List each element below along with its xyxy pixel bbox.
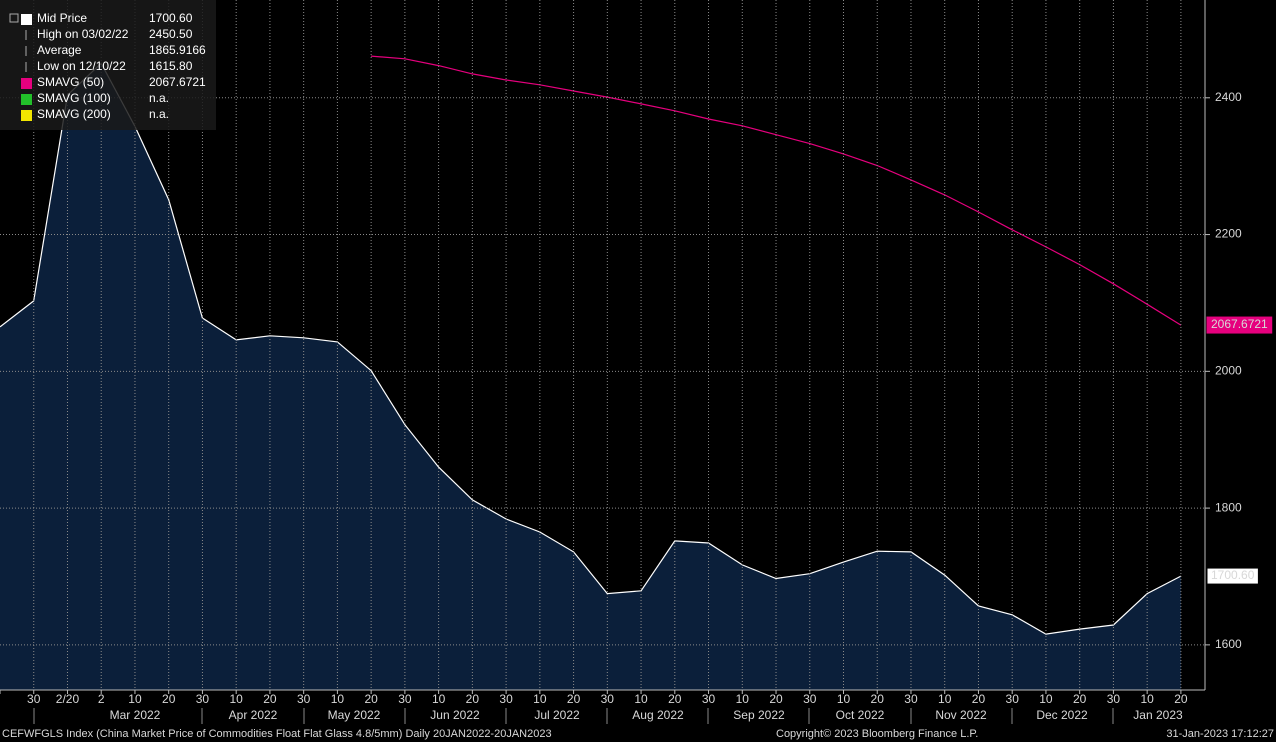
y-tick-label: 1800 [1215,500,1242,514]
legend-label: High on 03/02/22 [37,27,129,41]
month-label: Aug 2022 [632,708,684,722]
x-tick-label: 20 [769,692,783,706]
x-tick-label: 20 [364,692,378,706]
price-line [0,62,1182,635]
footer-source: CEFWFGLS Index (China Market Price of Co… [2,728,552,740]
x-tick-label: 30 [601,692,615,706]
x-tick-label: 10 [736,692,750,706]
x-tick-label: 10 [128,692,142,706]
x-tick-label: 2 [98,692,105,706]
x-tick-label: 10 [331,692,345,706]
x-tick-label: 10 [533,692,547,706]
month-label: May 2022 [328,708,381,722]
x-tick-label: 2/20 [56,692,80,706]
x-tick-label: 20 [1073,692,1087,706]
x-tick-label: 20 [162,692,176,706]
x-tick-label: 30 [904,692,918,706]
month-label: Jan 2023 [1133,708,1183,722]
month-label: Jul 2022 [534,708,580,722]
x-tick-label: 30 [702,692,716,706]
y-tick-label: 2200 [1215,227,1242,241]
month-label: Jun 2022 [430,708,480,722]
x-tick-label: 10 [432,692,446,706]
month-label: Oct 2022 [836,708,885,722]
x-tick-label: 30 [27,692,41,706]
legend-value: 1700.60 [149,11,193,25]
x-tick-label: 20 [1174,692,1188,706]
x-tick-label: 10 [230,692,244,706]
legend-swatch [21,94,32,105]
x-tick-label: 20 [871,692,885,706]
x-tick-label: 20 [668,692,682,706]
x-tick-label: 20 [466,692,480,706]
legend-label: SMAVG (200) [37,107,111,121]
legend-value: n.a. [149,91,169,105]
y-tick-label: 2400 [1215,90,1242,104]
legend-value: 2450.50 [149,27,193,41]
price-area [0,63,1181,691]
legend-label: Average [37,43,82,57]
x-tick-label: 30 [1006,692,1020,706]
month-label: Apr 2022 [229,708,278,722]
x-tick-label: 20 [263,692,277,706]
y-tick-label: 1600 [1215,637,1242,651]
legend-value: 1615.80 [149,59,193,73]
month-label: Sep 2022 [733,708,785,722]
legend-label: Mid Price [37,11,87,25]
x-tick-label: 30 [297,692,311,706]
last-value-box [1206,316,1273,334]
x-tick-label: 30 [196,692,210,706]
legend: Mid Price 1700.60 High on 03/02/22 2450.50 A… [0,0,216,130]
x-tick-label: 20 [972,692,986,706]
month-label: Nov 2022 [935,708,987,722]
month-label: Dec 2022 [1036,708,1088,722]
legend-swatch [21,14,32,25]
x-tick-label: 30 [1107,692,1121,706]
legend-toggle [9,13,19,23]
legend-swatch [21,78,32,89]
last-value-label: 2067.6721 [1211,317,1268,331]
month-label: Mar 2022 [110,708,161,722]
legend-label: Low on 12/10/22 [37,59,126,73]
x-tick-label: 10 [634,692,648,706]
x-tick-label: 10 [837,692,851,706]
x-tick-label: 10 [1039,692,1053,706]
legend-value: 2067.6721 [149,75,206,89]
footer-copyright: Copyright© 2023 Bloomberg Finance L.P. [776,728,978,740]
last-value-box [1206,567,1259,585]
last-value-label: 1700.60 [1211,568,1255,582]
x-tick-label: 30 [499,692,513,706]
legend-bg [0,0,216,130]
x-tick-label: 30 [398,692,412,706]
legend-value: n.a. [149,107,169,121]
y-tick-label: 2000 [1215,363,1242,377]
legend-label: SMAVG (50) [37,75,104,89]
x-tick-label: 10 [938,692,952,706]
legend-label: SMAVG (100) [37,91,111,105]
x-tick-label: 30 [803,692,817,706]
x-tick-label: 10 [1140,692,1154,706]
footer-time: 31-Jan-2023 17:12:27 [1166,728,1274,740]
x-tick-label: 20 [567,692,581,706]
legend-value: 1865.9166 [149,43,206,57]
legend-swatch [21,110,32,121]
